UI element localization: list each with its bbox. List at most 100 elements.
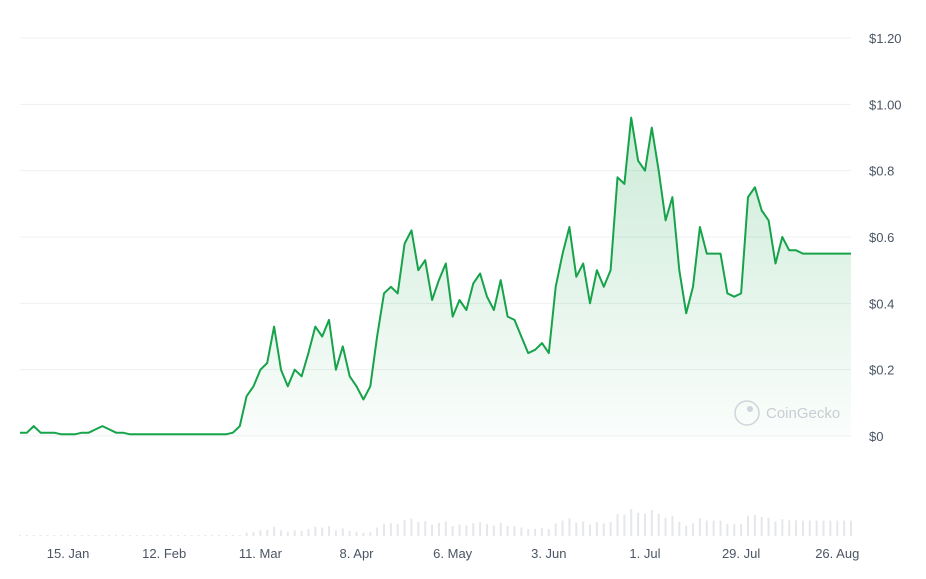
volume-bar [685,525,688,536]
volume-bar [321,527,324,536]
volume-bar [362,532,365,536]
volume-bar [520,527,523,536]
x-tick-label: 1. Jul [629,546,660,561]
volume-bar [589,524,592,536]
volume-bar [705,520,708,536]
volume-bar [190,535,193,536]
volume-bar [369,531,372,536]
volume-bar [355,531,358,536]
volume-bar [307,529,310,536]
volume-bar [108,535,111,536]
volume-bar [293,530,296,536]
volume-bar [486,524,489,536]
volume-bar [479,522,482,536]
x-tick-label: 26. Aug [815,546,859,561]
volume-bar [286,531,289,536]
volume-bar [231,535,234,536]
volume-bar [245,532,248,536]
x-tick-label: 12. Feb [142,546,186,561]
volume-bar [733,524,736,536]
coingecko-watermark: CoinGecko [734,400,840,426]
volume-bar [225,535,228,536]
volume-bar [547,529,550,536]
volume-bar [692,523,695,536]
gecko-eye-icon [747,406,753,412]
volume-bar [657,513,660,536]
volume-bar [334,530,337,536]
volume-bar [183,535,186,536]
volume-bar [561,520,564,536]
y-axis-labels: $0 $0.2 $0.4 $0.6 $0.8 $1.00 $1.20 [869,31,902,444]
volume-bar [602,523,605,536]
volume-bar [726,523,729,536]
volume-bar [314,526,317,536]
x-tick-label: 8. Apr [340,546,375,561]
volume-bar [53,535,56,536]
volume-bar [218,535,221,536]
x-tick-label: 3. Jun [531,546,566,561]
volume-bar [472,523,475,536]
x-axis-labels: 15. Jan 12. Feb 11. Mar 8. Apr 6. May 3. Jun 1… [47,546,860,561]
volume-bar [259,530,262,536]
volume-bar [740,523,743,536]
volume-bar [643,513,646,536]
y-tick-label: $0 [869,429,883,444]
volume-bar [403,519,406,536]
volume-bar [142,535,145,536]
volume-bar [348,530,351,536]
volume-bar [554,523,557,536]
price-line-group [20,116,851,436]
volume-bar [850,520,852,536]
volume-bar [753,515,756,536]
volume-bar [836,520,839,536]
volume-bar [492,525,495,536]
watermark-text: CoinGecko [766,405,840,422]
x-tick-label: 11. Mar [239,546,283,561]
volume-bar [595,522,598,536]
volume-bar [499,522,502,536]
volume-bar [279,530,282,536]
volume-bar [19,535,21,536]
volume-bar [575,522,578,536]
x-tick-label: 6. May [433,546,473,561]
volume-bar [795,520,798,536]
volume-bar [273,526,276,536]
y-tick-label: $0.6 [869,230,894,245]
volume-bar [135,535,138,536]
volume-bar [417,522,420,536]
volume-bar [376,527,379,536]
volume-bar [540,528,543,536]
volume-bar [94,535,97,536]
volume-bar [73,535,76,536]
volume-bar [527,529,530,536]
volume-bar [760,516,763,536]
volume-bar [197,535,200,536]
volume-bar [664,517,667,536]
volume-bar [767,517,770,536]
volume-bar [609,522,612,536]
gecko-logo-icon [734,400,760,426]
volume-bar [637,512,640,536]
volume-bar [623,514,626,536]
y-tick-label: $0.2 [869,363,894,378]
price-line [20,116,851,436]
y-tick-label: $1.00 [869,97,902,112]
volume-bar [451,525,454,536]
volume-bar [822,520,825,536]
volume-bar [115,535,118,536]
volume-bar [32,535,35,536]
volume-bar [678,522,681,536]
volume-bar [616,514,619,536]
volume-bar [712,520,715,536]
volume-bar [781,519,784,536]
volume-bar [341,528,344,536]
volume-bar [67,535,70,536]
volume-bar [396,523,399,536]
volume-bar [698,518,701,536]
volume-bar [582,521,585,536]
volume-bar [465,525,468,536]
volume-bar [506,525,509,536]
volume-bar [156,535,159,536]
y-tick-label: $0.8 [869,164,894,179]
